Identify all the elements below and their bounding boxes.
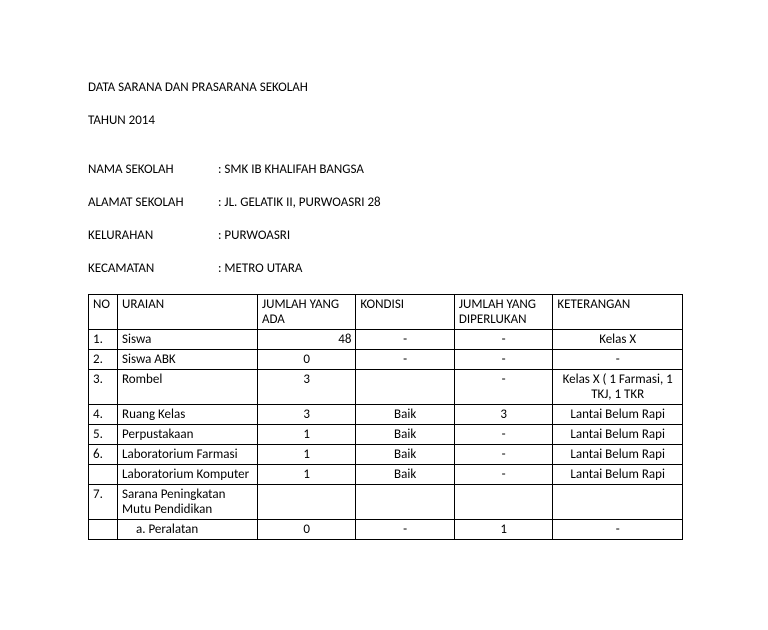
- cell-uraian: Laboratorium Komputer: [118, 465, 258, 485]
- info-value: : JL. GELATIK II, PURWOASRI 28: [218, 195, 381, 210]
- info-label: ALAMAT SEKOLAH: [88, 195, 218, 210]
- cell-uraian: a. Peralatan: [118, 520, 258, 540]
- info-row-nama: NAMA SEKOLAH : SMK IB KHALIFAH BANGSA: [88, 162, 683, 177]
- cell-kondisi: Baik: [356, 465, 454, 485]
- cell-no: 6.: [89, 445, 118, 465]
- document-page: DATA SARANA DAN PRASARANA SEKOLAH TAHUN …: [0, 0, 768, 540]
- cell-kondisi: Baik: [356, 425, 454, 445]
- cell-jumlah-diperlukan: -: [454, 445, 552, 465]
- cell-keterangan: -: [553, 350, 683, 370]
- cell-jumlah-ada: 1: [257, 445, 355, 465]
- cell-uraian: Siswa: [118, 330, 258, 350]
- cell-jumlah-diperlukan: -: [454, 330, 552, 350]
- cell-no: [89, 520, 118, 540]
- cell-uraian: Rombel: [118, 370, 258, 405]
- th-keterangan: KETERANGAN: [553, 295, 683, 330]
- cell-jumlah-ada: 0: [257, 350, 355, 370]
- cell-keterangan: Kelas X ( 1 Farmasi, 1 TKJ, 1 TKR: [553, 370, 683, 405]
- cell-jumlah-ada: 3: [257, 370, 355, 405]
- table-row: 4.Ruang Kelas3Baik3Lantai Belum Rapi: [89, 405, 683, 425]
- cell-no: 2.: [89, 350, 118, 370]
- th-kondisi: KONDISI: [356, 295, 454, 330]
- cell-jumlah-diperlukan: -: [454, 370, 552, 405]
- school-info-block: NAMA SEKOLAH : SMK IB KHALIFAH BANGSA AL…: [88, 162, 683, 276]
- cell-kondisi: [356, 485, 454, 520]
- th-jumlah-diperlukan: JUMLAH YANG DIPERLUKAN: [454, 295, 552, 330]
- cell-jumlah-diperlukan: -: [454, 465, 552, 485]
- info-row-alamat: ALAMAT SEKOLAH : JL. GELATIK II, PURWOAS…: [88, 195, 683, 210]
- cell-jumlah-ada: 3: [257, 405, 355, 425]
- cell-jumlah-ada: 0: [257, 520, 355, 540]
- table-body: 1.Siswa48--Kelas X2.Siswa ABK0---3.Rombe…: [89, 330, 683, 540]
- table-row: Laboratorium Komputer1Baik-Lantai Belum …: [89, 465, 683, 485]
- cell-jumlah-ada: 1: [257, 465, 355, 485]
- info-value: : PURWOASRI: [218, 228, 290, 243]
- cell-no: [89, 465, 118, 485]
- cell-kondisi: -: [356, 350, 454, 370]
- info-row-kelurahan: KELURAHAN : PURWOASRI: [88, 228, 683, 243]
- cell-uraian: Siswa ABK: [118, 350, 258, 370]
- cell-kondisi: -: [356, 330, 454, 350]
- table-row: 1.Siswa48--Kelas X: [89, 330, 683, 350]
- cell-keterangan: -: [553, 520, 683, 540]
- cell-keterangan: Lantai Belum Rapi: [553, 425, 683, 445]
- cell-jumlah-diperlukan: -: [454, 425, 552, 445]
- table-row: 7.Sarana Peningkatan Mutu Pendidikan: [89, 485, 683, 520]
- table-row: 3.Rombel3 -Kelas X ( 1 Farmasi, 1 TKJ, 1 …: [89, 370, 683, 405]
- table-row: 6.Laboratorium Farmasi1Baik-Lantai Belum…: [89, 445, 683, 465]
- cell-keterangan: [553, 485, 683, 520]
- cell-jumlah-diperlukan: 1: [454, 520, 552, 540]
- th-no: NO: [89, 295, 118, 330]
- info-value: : METRO UTARA: [218, 261, 302, 276]
- cell-no: 4.: [89, 405, 118, 425]
- cell-kondisi: -: [356, 520, 454, 540]
- cell-no: 3.: [89, 370, 118, 405]
- title-line-2: TAHUN 2014: [88, 113, 683, 128]
- cell-kondisi: Baik: [356, 405, 454, 425]
- cell-uraian: Ruang Kelas: [118, 405, 258, 425]
- cell-no: 1.: [89, 330, 118, 350]
- cell-jumlah-diperlukan: -: [454, 350, 552, 370]
- cell-keterangan: Lantai Belum Rapi: [553, 405, 683, 425]
- cell-keterangan: Lantai Belum Rapi: [553, 445, 683, 465]
- cell-uraian: Sarana Peningkatan Mutu Pendidikan: [118, 485, 258, 520]
- info-value: : SMK IB KHALIFAH BANGSA: [218, 162, 364, 177]
- cell-kondisi: Baik: [356, 445, 454, 465]
- cell-kondisi: [356, 370, 454, 405]
- th-jumlah-ada: JUMLAH YANG ADA: [257, 295, 355, 330]
- cell-uraian: Laboratorium Farmasi: [118, 445, 258, 465]
- table-row: 2.Siswa ABK0---: [89, 350, 683, 370]
- cell-no: 7.: [89, 485, 118, 520]
- info-label: KECAMATAN: [88, 261, 218, 276]
- cell-keterangan: Kelas X: [553, 330, 683, 350]
- table-header-row: NO URAIAN JUMLAH YANG ADA KONDISI JUMLAH…: [89, 295, 683, 330]
- cell-jumlah-ada: 48: [257, 330, 355, 350]
- table-row: 5.Perpustakaan1Baik-Lantai Belum Rapi: [89, 425, 683, 445]
- info-label: NAMA SEKOLAH: [88, 162, 218, 177]
- info-row-kecamatan: KECAMATAN : METRO UTARA: [88, 261, 683, 276]
- cell-jumlah-ada: [257, 485, 355, 520]
- sarana-table: NO URAIAN JUMLAH YANG ADA KONDISI JUMLAH…: [88, 294, 683, 540]
- cell-keterangan: Lantai Belum Rapi: [553, 465, 683, 485]
- info-label: KELURAHAN: [88, 228, 218, 243]
- th-uraian: URAIAN: [118, 295, 258, 330]
- cell-jumlah-diperlukan: 3: [454, 405, 552, 425]
- cell-uraian: Perpustakaan: [118, 425, 258, 445]
- cell-jumlah-diperlukan: [454, 485, 552, 520]
- title-line-1: DATA SARANA DAN PRASARANA SEKOLAH: [88, 80, 683, 95]
- cell-no: 5.: [89, 425, 118, 445]
- table-row: a. Peralatan0-1-: [89, 520, 683, 540]
- cell-jumlah-ada: 1: [257, 425, 355, 445]
